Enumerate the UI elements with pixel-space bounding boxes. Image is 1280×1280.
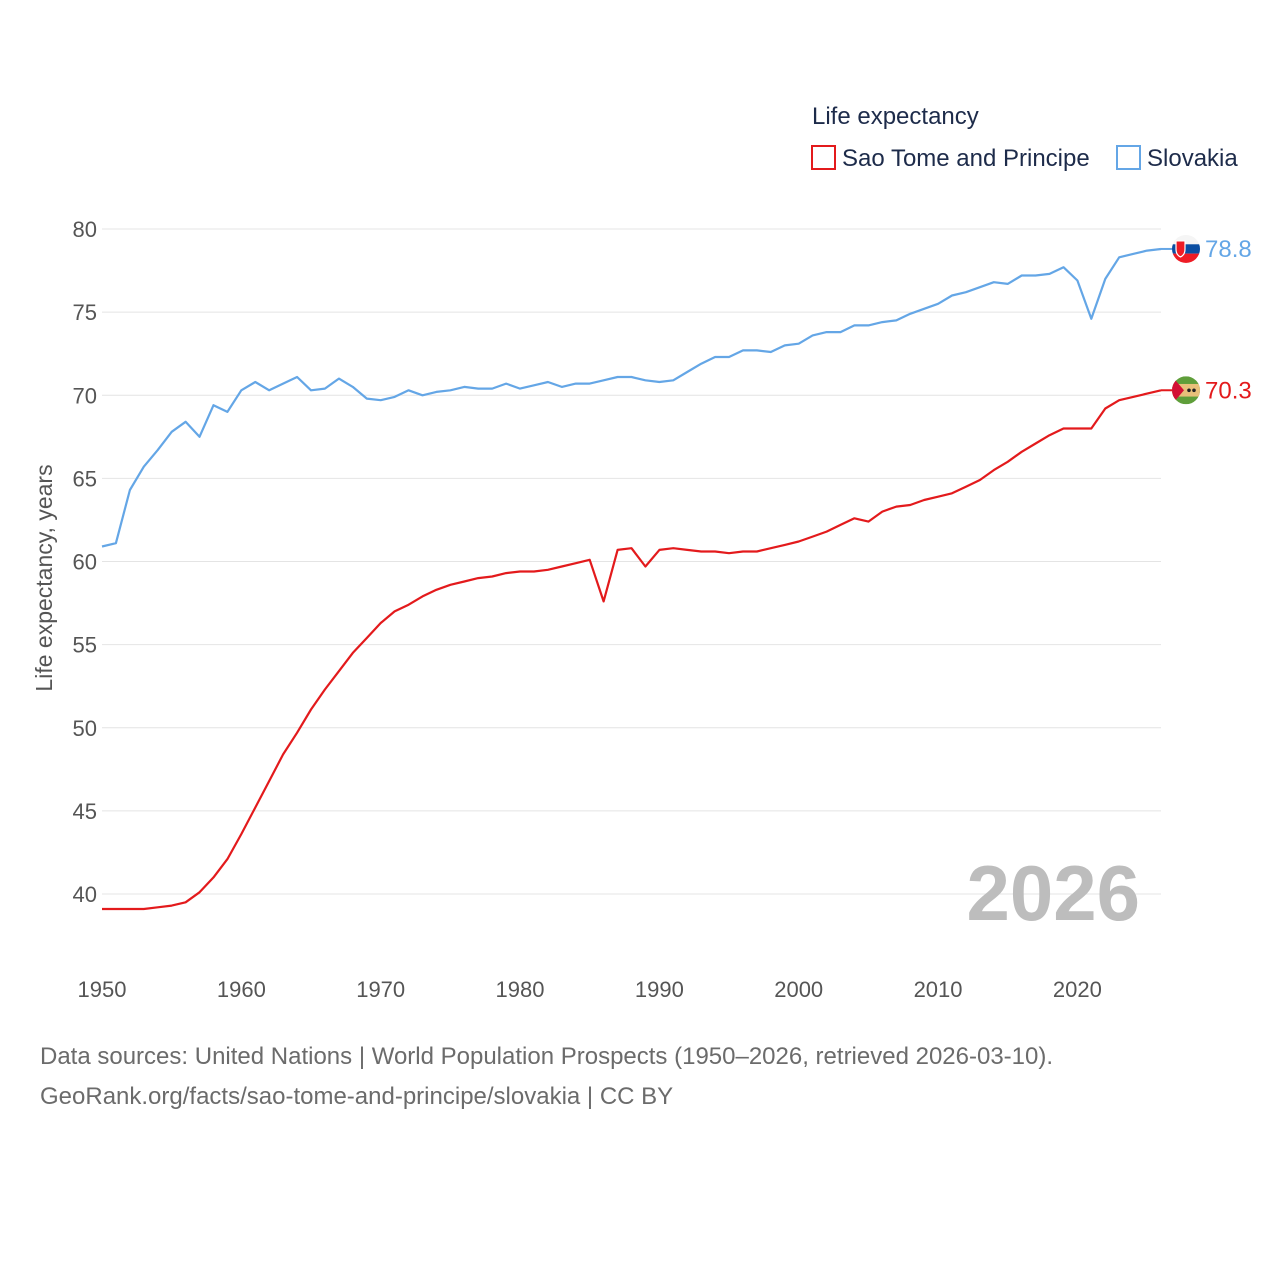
x-tick-label-1970: 1970 <box>356 977 405 1002</box>
x-tick-label-1990: 1990 <box>635 977 684 1002</box>
y-tick-label-70: 70 <box>73 383 97 408</box>
series-end-markers: 70.3 78.8 <box>1161 234 1252 405</box>
y-axis-title: Life expectancy, years <box>31 464 57 691</box>
current-year-label: 2026 <box>966 849 1140 937</box>
chart-gridlines <box>102 228 1161 895</box>
footer-credit-link[interactable]: GeoRank.org/facts/sao-tome-and-principe/… <box>40 1083 674 1110</box>
y-axis-ticks: 40 45 50 55 60 65 70 75 80 <box>73 217 97 907</box>
chart-legend: Life expectancy Sao Tome and Principe Sl… <box>811 103 1238 172</box>
y-tick-label-80: 80 <box>73 217 97 242</box>
life-expectancy-chart: 40 45 50 55 60 65 70 75 80 1950 1960 1970 1980 1990 2… <box>31 103 1252 1002</box>
y-tick-label-40: 40 <box>73 882 97 907</box>
footer-sources: Data sources: United Nations | World Pop… <box>40 1043 1054 1070</box>
y-tick-label-50: 50 <box>73 716 97 741</box>
x-axis-ticks: 1950 1960 1970 1980 1990 2000 2010 2020 <box>78 977 1102 1002</box>
end-value-label-slovakia: 78.8 <box>1205 236 1252 263</box>
legend-item-sao-tome[interactable]: Sao Tome and Principe <box>811 145 1090 172</box>
series-line-slovakia[interactable] <box>101 247 1162 548</box>
legend-title: Life expectancy <box>812 103 979 130</box>
y-tick-label-60: 60 <box>73 550 97 575</box>
x-tick-label-2010: 2010 <box>914 977 963 1002</box>
sao-tome-flag-icon <box>1172 376 1200 405</box>
y-tick-label-75: 75 <box>73 300 97 325</box>
chart-series-lines <box>101 247 1162 911</box>
legend-swatch-slovakia <box>1116 145 1141 170</box>
x-tick-label-1950: 1950 <box>78 977 127 1002</box>
legend-item-slovakia[interactable]: Slovakia <box>1116 145 1238 172</box>
end-value-label-sao-tome-and-principe: 70.3 <box>1205 377 1252 404</box>
x-tick-label-2000: 2000 <box>774 977 823 1002</box>
y-tick-label-45: 45 <box>73 799 97 824</box>
series-line-sao-tome-and-principe[interactable] <box>102 389 1162 911</box>
y-tick-label-65: 65 <box>73 466 97 491</box>
legend-label-slovakia: Slovakia <box>1147 145 1238 172</box>
x-tick-label-2020: 2020 <box>1053 977 1102 1002</box>
x-tick-label-1980: 1980 <box>496 977 545 1002</box>
legend-label-sao-tome: Sao Tome and Principe <box>842 145 1090 172</box>
slovakia-flag-icon <box>1172 234 1200 263</box>
y-tick-label-55: 55 <box>73 633 97 658</box>
x-tick-label-1960: 1960 <box>217 977 266 1002</box>
legend-swatch-sao-tome <box>811 145 836 170</box>
